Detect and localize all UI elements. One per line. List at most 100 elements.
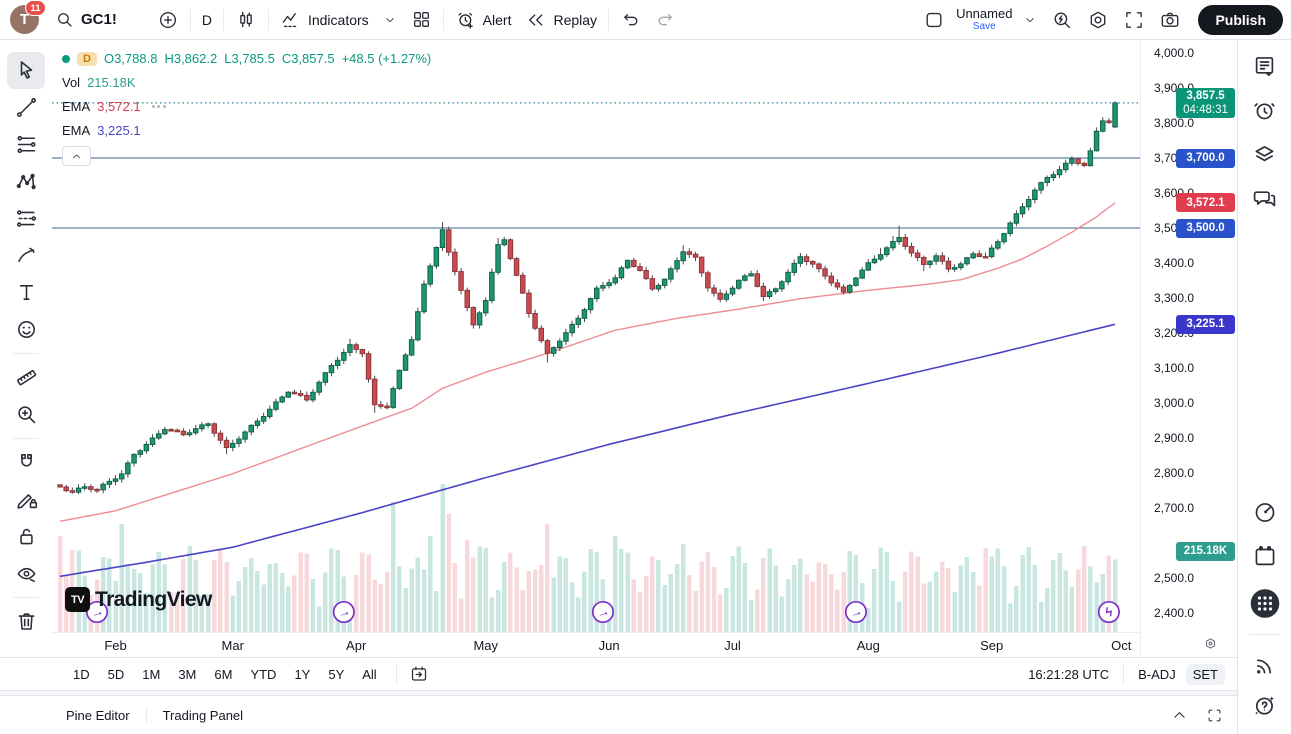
time-axis[interactable]: Feb Mar Apr May Jun Jul Aug Sep Oct <box>52 632 1140 657</box>
replay-button[interactable]: Replay <box>518 5 604 35</box>
range-all-button[interactable]: All <box>362 666 377 682</box>
market-status-dot <box>62 54 70 63</box>
layout-name-button[interactable]: Unnamed Save <box>952 5 1016 34</box>
ema-fast-badge[interactable]: 3,572.1 <box>1176 193 1235 213</box>
publish-button[interactable]: Publish <box>1198 4 1283 35</box>
tool-text[interactable] <box>7 274 45 311</box>
range-6m-button[interactable]: 6M <box>214 666 233 682</box>
contract-switch-marker[interactable]: → <box>591 600 615 624</box>
trading-panel-tab[interactable]: Trading Panel <box>162 707 244 723</box>
help-icon <box>1254 696 1274 715</box>
tool-cursor[interactable] <box>7 52 45 89</box>
redo-icon <box>655 9 676 30</box>
contract-switch-marker[interactable]: → <box>332 600 355 624</box>
level-badge-3500[interactable]: 3,500.0 <box>1176 218 1235 238</box>
tool-brush[interactable] <box>7 237 45 274</box>
zoom-in-icon <box>17 406 35 424</box>
sidebar-broadcast-button[interactable] <box>1251 652 1278 679</box>
sidebar-calendar-button[interactable] <box>1251 543 1278 570</box>
alert-button[interactable]: Alert <box>448 5 519 35</box>
range-3m-button[interactable]: 3M <box>178 666 197 682</box>
tool-lock-all[interactable] <box>7 518 45 555</box>
range-5d-button[interactable]: 5D <box>107 666 125 682</box>
legend-symbol-row[interactable]: D O3,788.8 H3,862.2 L3,785.5 C3,857.5 +48.5 … <box>62 49 438 68</box>
go-to-date-button[interactable] <box>405 662 433 686</box>
add-symbol-button[interactable] <box>150 5 186 35</box>
tool-xabcd-pattern[interactable] <box>7 163 45 200</box>
cursor-icon <box>20 61 32 79</box>
save-link[interactable]: Save <box>972 21 996 33</box>
more-options-icon[interactable] <box>151 105 166 108</box>
volume-badge[interactable]: 215.18K <box>1176 541 1235 561</box>
maximize-panel-icon[interactable] <box>1206 707 1223 724</box>
layout-dropdown[interactable] <box>1016 9 1044 31</box>
range-ytd-button[interactable]: YTD <box>250 666 277 682</box>
last-price-badge[interactable]: 3,857.5 04:48:31 <box>1176 87 1235 118</box>
sidebar-help-button[interactable] <box>1251 692 1278 719</box>
sidebar-watchlist-button[interactable] <box>1251 53 1278 80</box>
toolbar-divider <box>222 8 224 31</box>
candlestick-chart[interactable]: → → → → ϟ <box>52 40 1140 632</box>
ema-slow-value: 3,225.1 <box>97 123 141 138</box>
ema-slow-line[interactable] <box>59 323 1116 578</box>
legend-collapse-button[interactable] <box>62 146 91 166</box>
range-1y-button[interactable]: 1Y <box>294 666 311 682</box>
ema-fast-line[interactable] <box>59 202 1116 522</box>
snapshot-button[interactable] <box>1152 5 1188 35</box>
sidebar-screener-radar-button[interactable] <box>1251 499 1278 526</box>
pine-editor-tab[interactable]: Pine Editor <box>66 707 130 723</box>
badj-toggle[interactable]: B-ADJ <box>1138 666 1176 682</box>
price-tick: 3,300.0 <box>1154 291 1195 305</box>
contract-switch-marker[interactable]: → <box>85 600 109 624</box>
user-avatar[interactable]: T 11 <box>10 0 46 34</box>
symbol-search-button[interactable]: GC1! <box>47 5 124 34</box>
chart-type-button[interactable] <box>228 5 264 35</box>
tool-zoom-in[interactable] <box>7 396 45 433</box>
price-scale[interactable]: 4,000.0 3,900.0 3,800.0 3,700.0 3,600.0 3,500… <box>1140 40 1237 657</box>
sidebar-object-tree-button[interactable] <box>1251 141 1278 168</box>
fullscreen-button[interactable] <box>1116 5 1152 35</box>
sidebar-chat-button[interactable] <box>1251 185 1278 212</box>
alerts-clock-icon <box>1254 103 1275 120</box>
tool-prediction[interactable] <box>7 200 45 237</box>
layout-name: Unnamed <box>956 5 1013 21</box>
chart-canvas[interactable]: → → → → ϟ D O3,788.8 H3,862.2 L3,785.5 C3,857.5… <box>52 40 1140 657</box>
legend-ema-slow-row[interactable]: EMA 3,225.1 <box>62 121 438 140</box>
sidebar-alerts-clock-button[interactable] <box>1251 97 1278 124</box>
set-toggle[interactable]: SET <box>1185 663 1225 685</box>
range-1m-button[interactable]: 1M <box>142 666 161 682</box>
sidebar-apps-grid-button[interactable] <box>1248 587 1281 620</box>
scale-settings-icon[interactable] <box>1203 636 1218 651</box>
ema-slow-badge[interactable]: 3,225.1 <box>1176 314 1235 334</box>
level-badge-3700[interactable]: 3,700.0 <box>1176 148 1235 168</box>
indicator-templates-dropdown[interactable] <box>376 9 404 31</box>
tool-trend-line[interactable] <box>7 89 45 126</box>
redo-button[interactable] <box>648 5 683 34</box>
legend-volume-row[interactable]: Vol 215.18K <box>62 73 438 92</box>
legend-ema-fast-row[interactable]: EMA 3,572.1 <box>62 97 438 116</box>
interval-button[interactable]: D <box>195 8 219 32</box>
calendar-icon <box>1255 545 1274 566</box>
tool-emoji[interactable] <box>7 311 45 348</box>
contract-switch-marker[interactable]: → <box>844 600 867 624</box>
tool-ruler[interactable] <box>7 359 45 396</box>
range-5y-button[interactable]: 5Y <box>328 666 345 682</box>
templates-button[interactable] <box>404 5 439 34</box>
indicators-button[interactable]: Indicators <box>273 5 376 35</box>
current-contract-marker[interactable]: ϟ <box>1097 600 1120 624</box>
tool-hide-all[interactable] <box>7 555 45 592</box>
settings-button[interactable] <box>1080 5 1116 35</box>
tool-fib-retracement[interactable] <box>7 126 45 163</box>
draw-mode-icon <box>16 494 37 509</box>
quick-search-button[interactable] <box>1044 5 1080 35</box>
expand-panel-chevron-icon[interactable] <box>1171 707 1188 724</box>
tool-remove-all[interactable] <box>7 603 45 640</box>
undo-button[interactable] <box>613 5 648 34</box>
alert-label: Alert <box>482 11 512 28</box>
range-1d-button[interactable]: 1D <box>73 666 90 682</box>
tool-draw-mode[interactable] <box>7 481 45 518</box>
utc-clock[interactable]: 16:21:28 UTC <box>1028 666 1110 682</box>
level-lines[interactable] <box>52 157 1140 229</box>
layout-select-button[interactable] <box>916 5 952 35</box>
tool-magnet[interactable] <box>7 444 45 481</box>
